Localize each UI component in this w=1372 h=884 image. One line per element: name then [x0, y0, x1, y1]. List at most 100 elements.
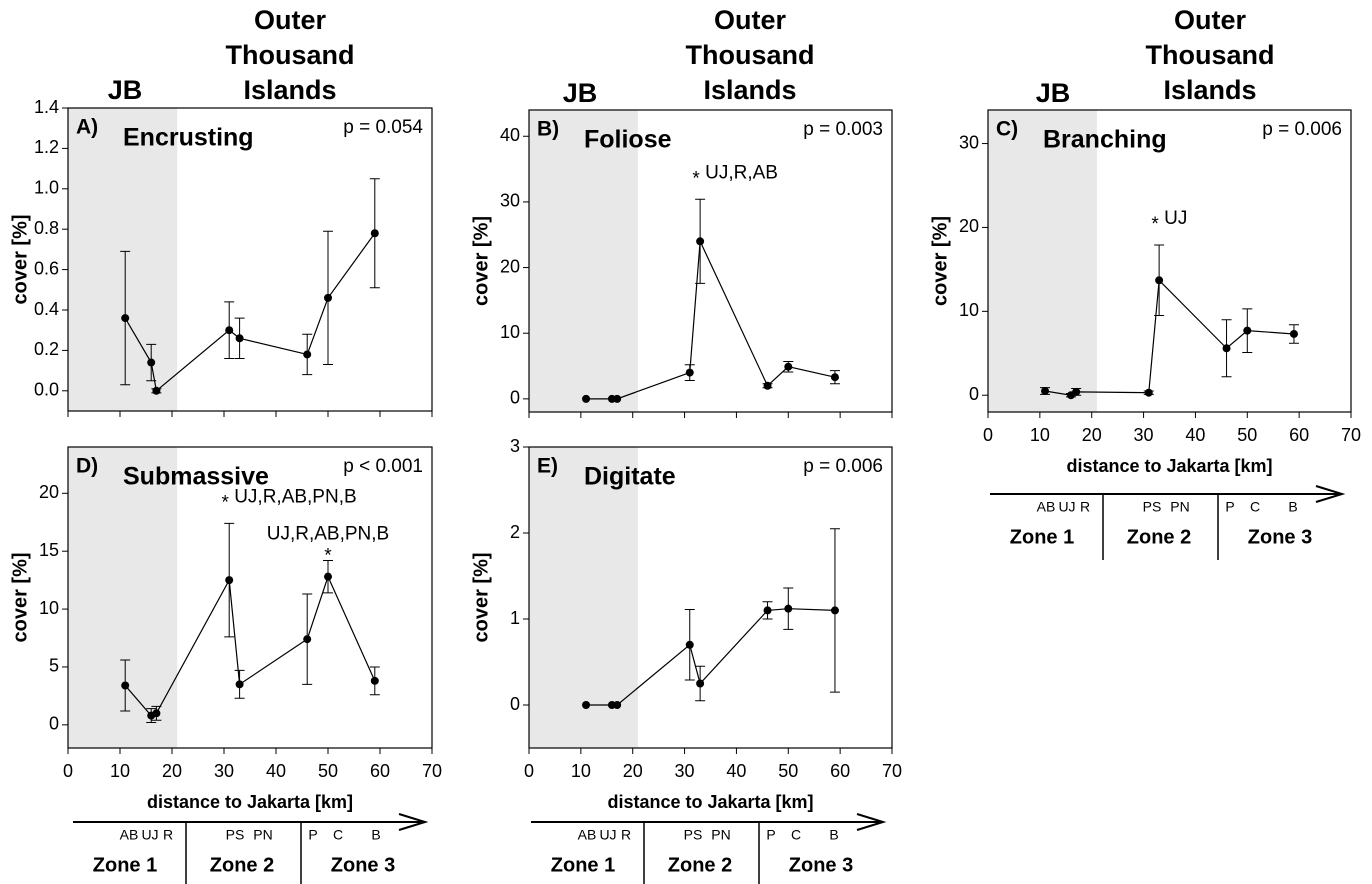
annotation: UJ [1164, 208, 1187, 229]
y-tick-label: 0 [49, 714, 59, 734]
y-tick-label: 0.6 [34, 258, 59, 278]
annotation: UJ,R,AB,PN,B [234, 486, 356, 507]
data-point [784, 362, 793, 371]
p-value: p < 0.001 [343, 456, 423, 477]
site-label: P [766, 827, 775, 843]
y-tick-label: 0 [510, 694, 520, 714]
y-tick-label: 0 [969, 384, 979, 404]
site-label: C [791, 827, 801, 843]
x-tick-label: 40 [266, 761, 286, 781]
site-label: PS [684, 827, 703, 843]
site-label: PN [1170, 499, 1189, 515]
x-axis-label: distance to Jakarta [km] [1066, 456, 1272, 476]
plot-frame [67, 107, 433, 412]
zone-label: Zone 2 [668, 854, 732, 876]
x-tick-label: 50 [318, 761, 338, 781]
y-tick-label: 1.2 [34, 137, 59, 157]
shaded-zone [529, 447, 638, 748]
site-label: UJ [599, 827, 616, 843]
x-tick-label: 40 [726, 761, 746, 781]
header-outer: Thousand [686, 40, 815, 70]
data-point [152, 709, 161, 718]
panel-label: A) [76, 116, 98, 139]
header-outer: Outer [1174, 5, 1247, 35]
data-point [1222, 344, 1231, 353]
x-tick-label: 20 [162, 761, 182, 781]
header-jb: JB [563, 78, 598, 108]
y-tick-label: 40 [500, 125, 520, 145]
data-point [582, 394, 591, 403]
y-tick-label: 10 [500, 322, 520, 342]
x-tick-label: 50 [778, 761, 798, 781]
x-tick-label: 70 [882, 761, 902, 781]
zone-label: Zone 1 [551, 854, 615, 876]
site-label: B [371, 827, 380, 843]
y-axis-label: cover [%] [9, 552, 31, 642]
header-outer: Islands [243, 75, 336, 105]
site-label: B [1288, 499, 1297, 515]
panel: 0 10 20 30 40 cover [%] B) Foliose p = 0.003 * UJ,… [470, 109, 893, 418]
site-label: PN [711, 827, 730, 843]
panel: 0.0 0.2 0.4 0.6 0.8 1.0 1.2 1.4 cover [%] A) Encru… [9, 97, 433, 417]
arrow-head [1315, 485, 1346, 503]
zone-label: Zone 2 [210, 854, 274, 876]
x-tick-label: 70 [1341, 425, 1361, 445]
zone-label: Zone 1 [1010, 526, 1074, 548]
data-point [613, 701, 622, 709]
p-value: p = 0.006 [803, 456, 883, 477]
y-axis-label: cover [%] [470, 552, 492, 642]
x-tick-label: 60 [830, 761, 850, 781]
y-tick-label: 15 [39, 540, 59, 560]
panel-label: E) [537, 455, 558, 478]
y-tick-label: 10 [959, 300, 979, 320]
y-tick-label: 0 [510, 388, 520, 408]
x-tick-label: 60 [370, 761, 390, 781]
zone-label: Zone 3 [789, 854, 853, 876]
x-tick-label: 50 [1237, 425, 1257, 445]
data-point [582, 701, 591, 709]
x-tick-label: 10 [110, 761, 130, 781]
arrow-head [398, 813, 429, 831]
data-point [830, 373, 839, 382]
data-point [121, 681, 130, 690]
x-tick-label: 60 [1289, 425, 1309, 445]
y-axis-label: cover [%] [9, 214, 31, 304]
zone-label: Zone 3 [1248, 526, 1312, 548]
panel-title: Submassive [123, 463, 269, 491]
y-tick-label: 0.2 [34, 339, 59, 359]
data-point [696, 237, 705, 246]
panel-title: Branching [1043, 126, 1167, 154]
annotation-marker: * [1151, 214, 1159, 235]
site-label: R [621, 827, 631, 843]
data-point [225, 576, 234, 585]
y-tick-label: 1.0 [34, 178, 59, 198]
plot-frame [987, 109, 1352, 413]
zone-label: Zone 3 [331, 854, 395, 876]
annotation-marker: * [324, 545, 332, 566]
x-tick-label: 30 [675, 761, 695, 781]
x-tick-label: 40 [1185, 425, 1205, 445]
header-jb: JB [1036, 78, 1071, 108]
site-label: UJ [141, 827, 158, 843]
plot-frame [528, 446, 893, 749]
data-point [1243, 326, 1252, 335]
header-outer: Thousand [1146, 40, 1275, 70]
site-label: PS [1143, 499, 1162, 515]
data-point [370, 676, 379, 685]
site-label: UJ [1058, 499, 1075, 515]
x-tick-label: 20 [623, 761, 643, 781]
annotation-marker: * [692, 168, 700, 189]
site-label: C [1250, 499, 1260, 515]
annotation: UJ,R,AB,PN,B [267, 523, 389, 544]
y-tick-label: 0.4 [34, 299, 59, 319]
annotation-marker: * [221, 492, 229, 513]
y-tick-label: 20 [500, 256, 520, 276]
y-tick-label: 1 [510, 608, 520, 628]
data-point [225, 326, 234, 335]
shaded-zone [68, 108, 178, 411]
x-tick-label: 70 [422, 761, 442, 781]
x-axis-label: distance to Jakarta [km] [607, 792, 813, 812]
header-outer: Islands [703, 75, 796, 105]
